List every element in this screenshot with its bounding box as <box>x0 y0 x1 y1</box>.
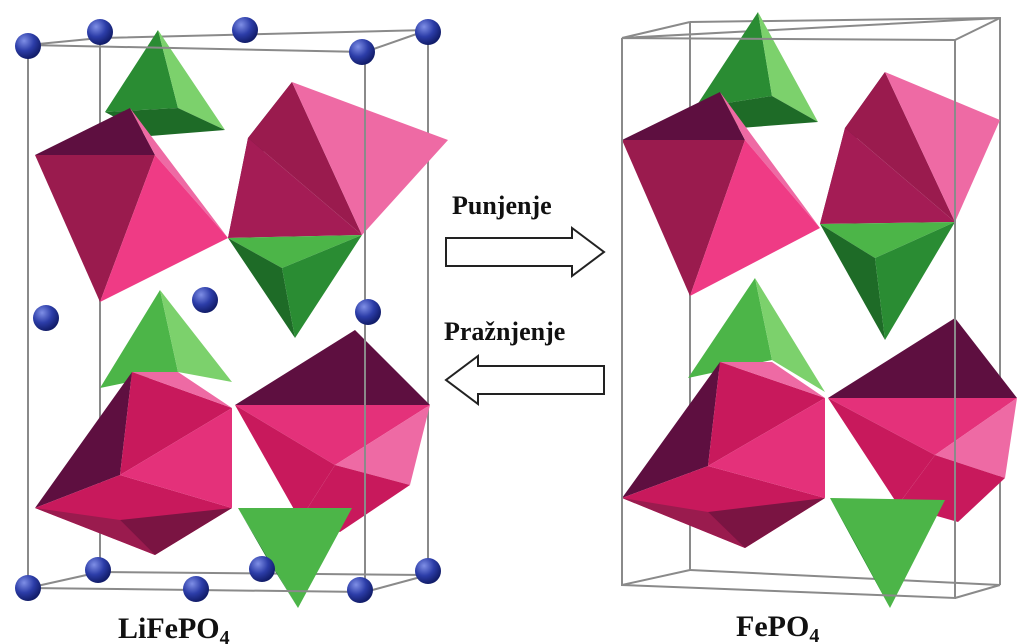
lithium-atom <box>87 19 113 45</box>
octahedron-upper-right-cell-left <box>622 92 820 296</box>
lifepo4-label: LiFePO4 <box>118 612 230 644</box>
lithium-atom <box>85 557 111 583</box>
lithium-atom <box>347 577 373 603</box>
discharge-arrow <box>444 354 605 406</box>
tetrahedron-middle-right <box>820 222 955 340</box>
charge-arrow <box>445 226 606 278</box>
lithium-atom <box>33 305 59 331</box>
lithium-atom <box>415 19 441 45</box>
lithium-atom <box>249 556 275 582</box>
octahedron-lower-right <box>235 330 430 532</box>
fepo4-structure <box>621 12 1017 608</box>
fepo4-label: FePO4 <box>736 610 819 644</box>
fepo4-subscript: 4 <box>809 625 819 644</box>
lifepo4-subscript: 4 <box>220 627 230 644</box>
lifepo4-structure <box>15 17 448 608</box>
lithium-atom <box>183 576 209 602</box>
charge-label: Punjenje <box>452 191 552 220</box>
lifepo4-formula: LiFePO <box>118 612 220 644</box>
octahedron-upper-left <box>35 108 228 302</box>
octahedron-lower-right-cell-left <box>622 362 825 548</box>
octahedron-upper-right-cell-right <box>820 72 1000 224</box>
octahedron-lower-right-cell-right <box>828 318 1017 522</box>
lithium-atom <box>349 39 375 65</box>
octahedron-lower-left <box>35 372 232 555</box>
tetrahedron-middle-left <box>228 235 362 338</box>
lithium-atom <box>232 17 258 43</box>
tetrahedron-lower-right <box>688 278 825 392</box>
tetrahedron-bottom-right <box>830 498 945 608</box>
lithium-atom <box>192 287 218 313</box>
discharge-label: Pražnjenje <box>444 317 565 346</box>
fepo4-unit-cell-front <box>621 17 1001 600</box>
tetrahedron-lower-left <box>100 290 232 388</box>
fepo4-formula: FePO <box>736 610 809 643</box>
lithium-atom <box>355 299 381 325</box>
lithium-atoms <box>15 17 441 603</box>
octahedron-upper-right <box>228 82 448 238</box>
lithium-atom <box>15 575 41 601</box>
lithium-atom <box>15 33 41 59</box>
lithium-atom <box>415 558 441 584</box>
